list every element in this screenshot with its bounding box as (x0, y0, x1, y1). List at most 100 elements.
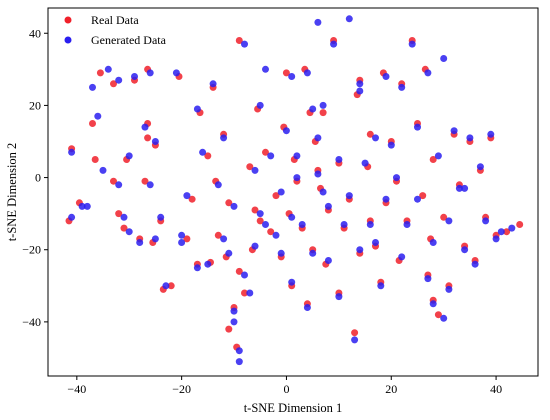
data-point (319, 188, 327, 196)
data-point (146, 181, 154, 189)
plot-frame (47, 7, 539, 377)
data-point (151, 235, 159, 243)
data-point (246, 163, 254, 171)
legend-marker-generated (64, 36, 72, 44)
data-point (314, 134, 322, 142)
data-point (351, 336, 359, 344)
data-point (424, 275, 432, 283)
data-point (267, 152, 275, 160)
data-point (89, 120, 96, 127)
y-tick-label: 0 (35, 171, 41, 185)
data-point (151, 138, 159, 145)
data-point (319, 101, 327, 109)
data-point (372, 134, 379, 142)
data-point (167, 282, 175, 290)
data-point (282, 69, 290, 77)
data-point (324, 257, 332, 264)
data-point (199, 148, 207, 156)
data-point (414, 123, 421, 131)
data-point (204, 260, 212, 268)
data-point (445, 217, 453, 225)
data-point (345, 15, 353, 23)
x-tick-label: −20 (172, 382, 191, 396)
data-point (345, 192, 353, 200)
data-point (293, 152, 301, 160)
data-point (193, 264, 201, 272)
data-point (450, 127, 458, 135)
data-point (335, 293, 343, 301)
legend-label-real: Real Data (91, 13, 139, 27)
data-point (288, 278, 296, 286)
data-point (115, 181, 123, 189)
data-point (91, 156, 99, 163)
data-point (335, 156, 343, 163)
data-point (99, 166, 107, 174)
data-point (309, 105, 317, 113)
data-point (136, 239, 144, 246)
points-layer (65, 15, 524, 366)
data-point (272, 231, 280, 239)
data-point (503, 228, 511, 236)
data-point (340, 221, 348, 228)
data-point (214, 231, 222, 239)
x-tick-label: 40 (490, 382, 502, 396)
data-point (96, 69, 104, 77)
data-point (225, 199, 233, 207)
data-point (193, 105, 201, 113)
data-point (120, 213, 128, 221)
data-point (309, 249, 317, 257)
data-point (319, 109, 327, 117)
data-point (110, 177, 117, 185)
data-point (277, 188, 285, 196)
data-point (398, 253, 406, 261)
data-point (366, 130, 374, 138)
data-point (251, 242, 259, 250)
legend-label-generated: Generated Data (91, 33, 167, 47)
data-point (303, 304, 311, 311)
data-point (288, 213, 296, 221)
data-point (183, 235, 191, 243)
data-point (68, 213, 76, 221)
y-tick-label: −40 (22, 315, 41, 329)
data-point (440, 213, 448, 221)
y-axis-ticks: −40 −20 0 20 40 (22, 26, 48, 329)
data-point (146, 69, 154, 77)
data-point (293, 174, 301, 182)
data-point (188, 195, 196, 203)
data-point (230, 202, 238, 210)
data-point (183, 192, 191, 200)
data-point (172, 69, 180, 77)
data-point (241, 289, 248, 297)
data-point (277, 249, 285, 257)
data-point (429, 156, 437, 163)
data-point (262, 148, 269, 156)
data-point (162, 282, 170, 290)
data-point (256, 210, 264, 218)
data-point (434, 311, 442, 319)
legend-marker-real (64, 16, 72, 24)
data-point (508, 224, 516, 232)
y-tick-label: 40 (29, 26, 41, 40)
data-point (144, 134, 152, 142)
x-tick-label: 0 (283, 382, 289, 396)
y-tick-label: 20 (29, 98, 41, 112)
data-point (282, 127, 290, 135)
data-point (361, 159, 369, 167)
data-point (225, 249, 233, 257)
data-point (330, 40, 338, 48)
data-point (419, 192, 427, 200)
data-point (262, 221, 269, 228)
data-point (209, 80, 217, 88)
data-point (68, 148, 76, 156)
data-point (241, 271, 248, 279)
data-point (487, 130, 495, 138)
data-point (314, 18, 322, 26)
data-point (110, 80, 117, 88)
data-point (251, 166, 259, 174)
data-point (482, 217, 490, 225)
data-point (461, 246, 469, 254)
data-point (366, 221, 374, 228)
data-point (382, 73, 390, 80)
data-point (178, 231, 186, 239)
data-point (141, 177, 149, 185)
